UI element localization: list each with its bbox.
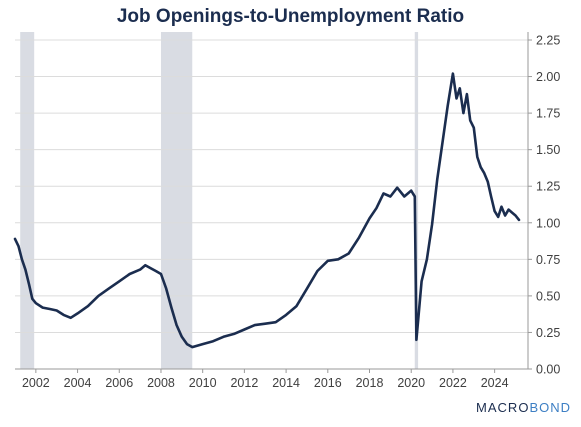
series-line-1: [13, 72, 521, 349]
x-tick-label: 2008: [147, 376, 175, 390]
macrobond-logo: MACROBOND: [476, 400, 571, 415]
x-tick-label: 2014: [272, 376, 300, 390]
y-tick-label: 2.00: [536, 70, 560, 84]
x-tick-label: 2018: [356, 376, 384, 390]
x-tick-label: 2004: [64, 376, 92, 390]
x-tick-label: 2016: [314, 376, 342, 390]
y-tick-label: 1.25: [536, 180, 560, 194]
recession-band-3: [414, 32, 419, 369]
recession-band-1: [20, 32, 35, 369]
chart-title: Job Openings-to-Unemployment Ratio: [116, 6, 465, 27]
y-tick-label: 1.75: [536, 107, 560, 121]
y-tick-label: 1.00: [536, 216, 560, 230]
series-layer: [13, 72, 521, 349]
x-tick-label: 2020: [397, 376, 425, 390]
y-tick-label: 0.75: [536, 253, 560, 267]
y-tick-label: 0.50: [536, 289, 560, 303]
y-tick-label: 1.50: [536, 143, 560, 157]
x-tick-label: 2002: [22, 376, 50, 390]
y-tick-label: 2.25: [536, 34, 560, 48]
recession-shading-layer: [20, 32, 419, 369]
grid-layer: [15, 39, 528, 370]
x-tick-label: 2024: [481, 376, 509, 390]
x-tick-label: 2012: [230, 376, 258, 390]
y-tick-label: 0.00: [536, 363, 560, 377]
axis-layer: 0.00 0.25 0.50 0.75 1.00 1.25 1.50 1.75 2.00 2.25…: [22, 32, 560, 390]
recession-band-2: [160, 32, 193, 369]
x-tick-label: 2006: [105, 376, 133, 390]
x-tick-label: 2022: [439, 376, 467, 390]
x-tick-label: 2010: [189, 376, 217, 390]
y-tick-label: 0.25: [536, 326, 560, 340]
